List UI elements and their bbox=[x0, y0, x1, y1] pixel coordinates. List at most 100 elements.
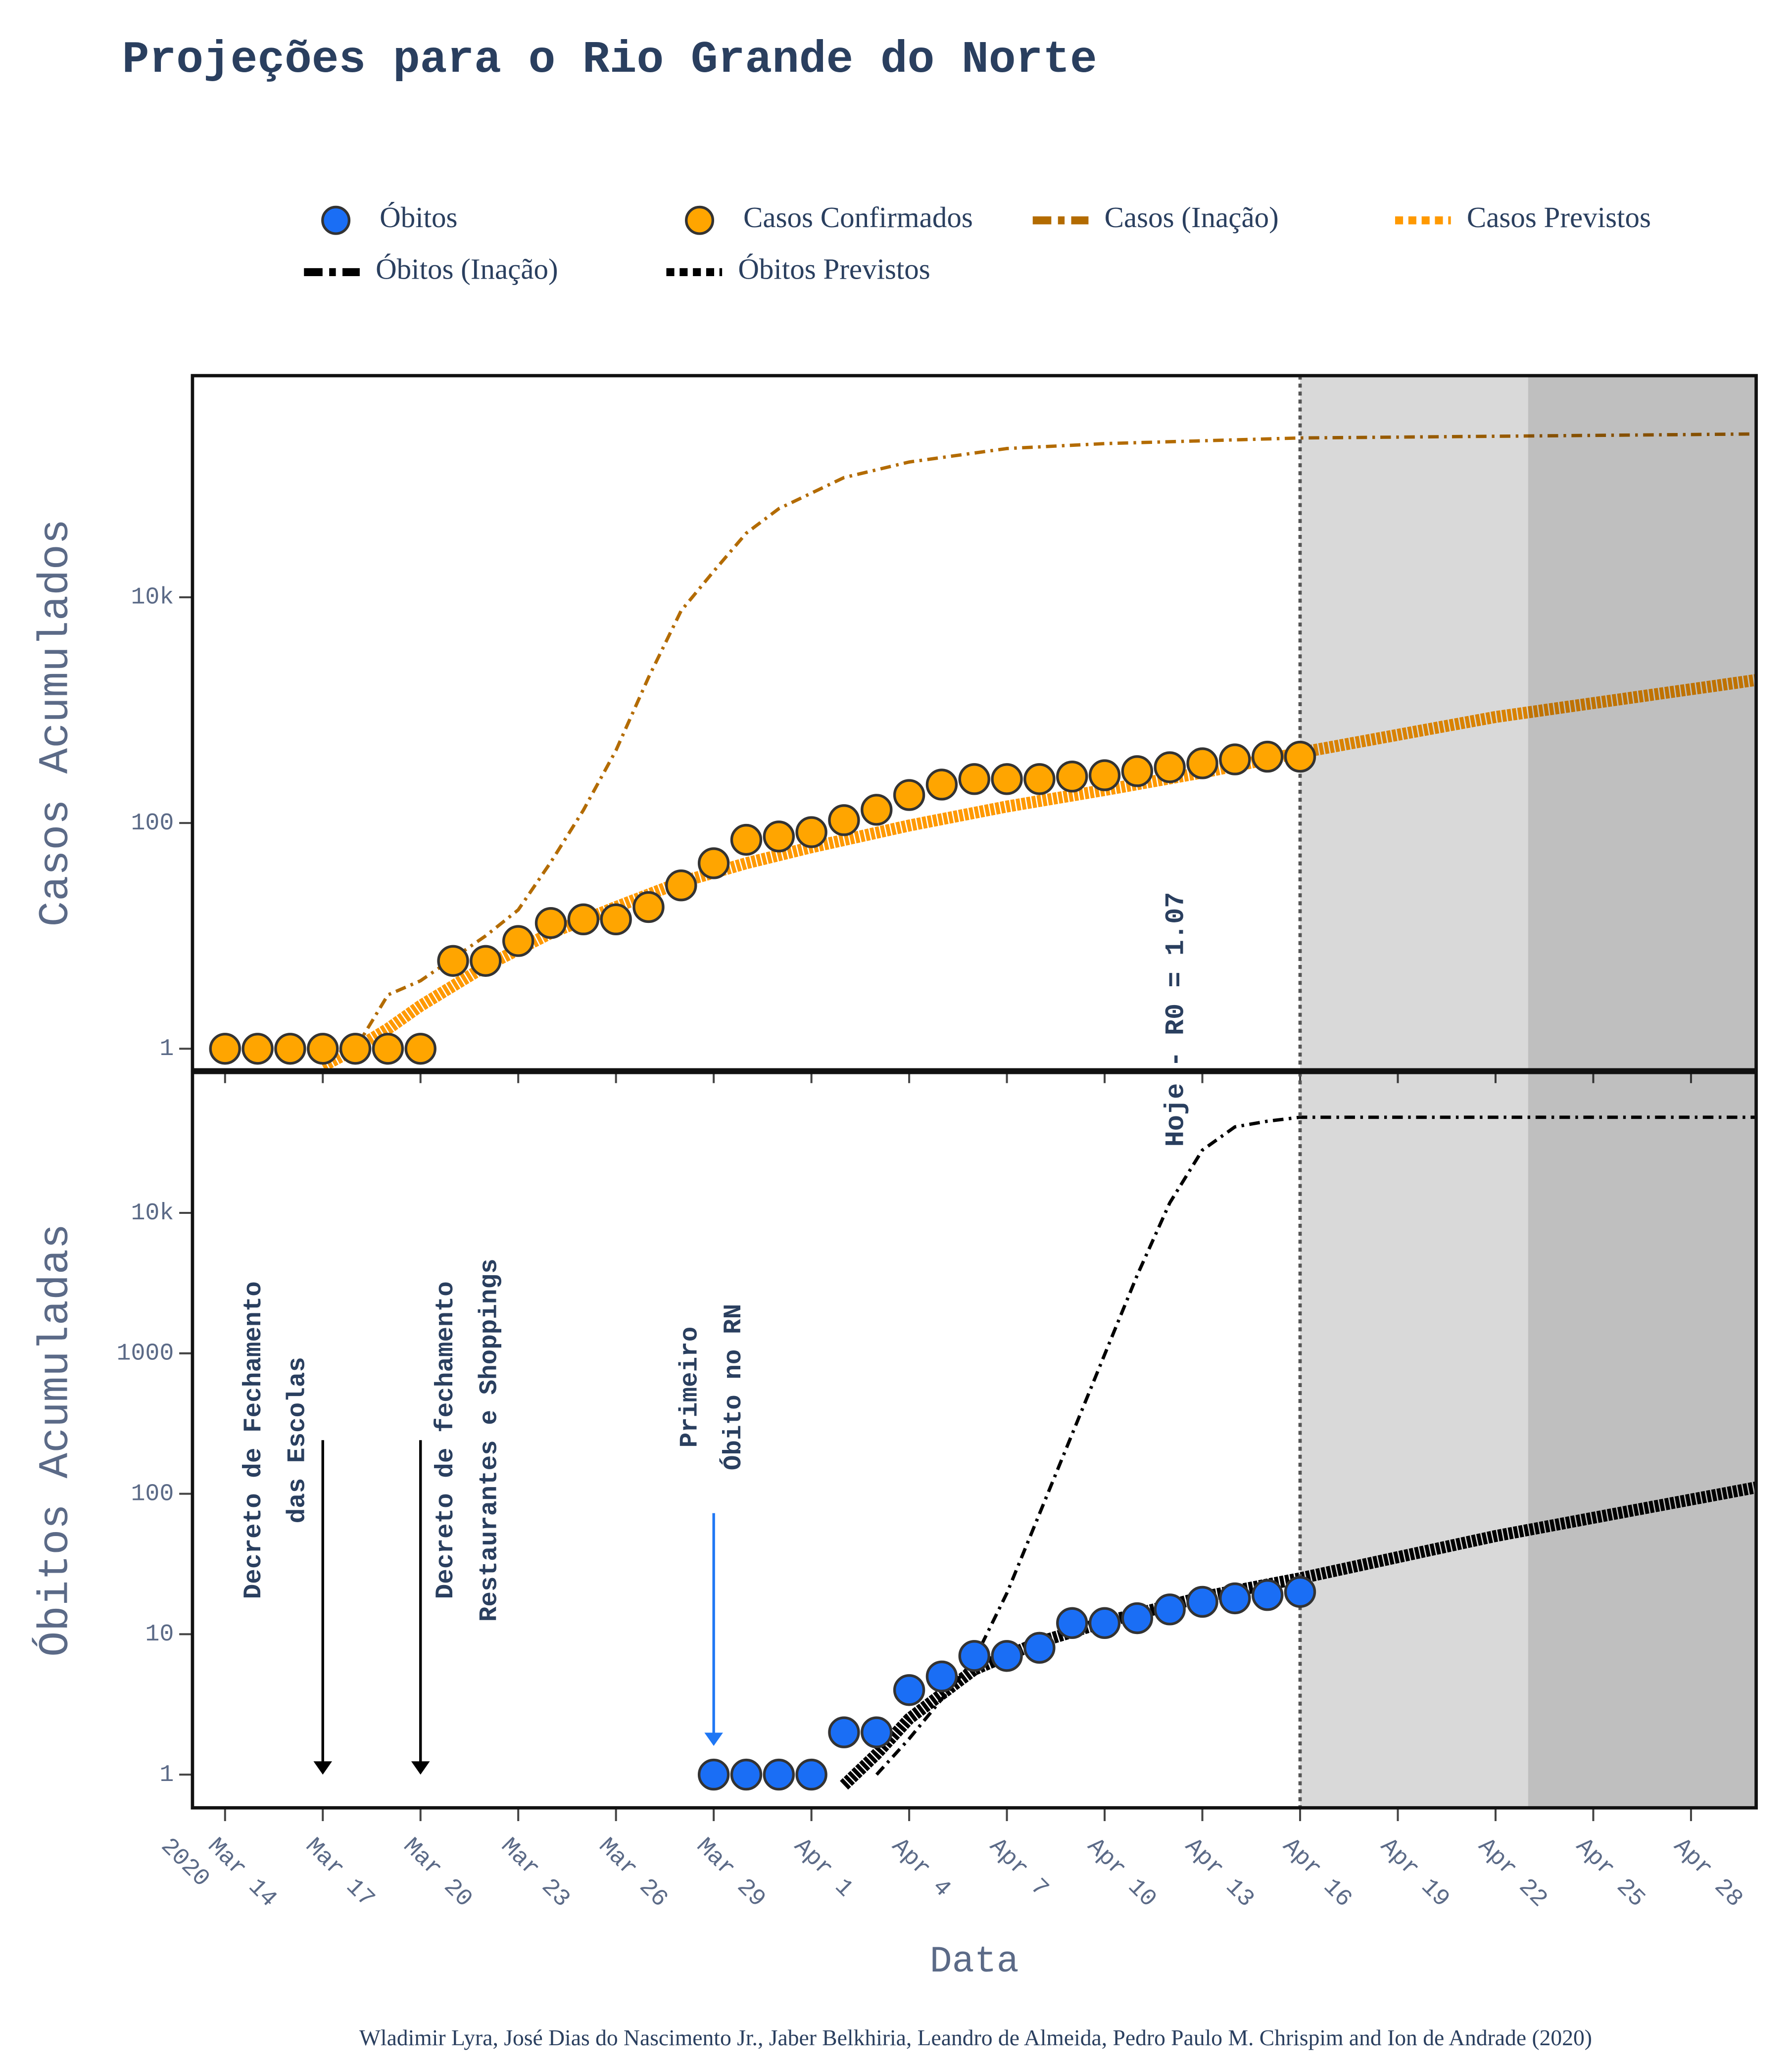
x-tick-label-group: Mar 23 bbox=[495, 1833, 575, 1913]
series-line bbox=[354, 432, 1756, 1050]
marker bbox=[1023, 1632, 1056, 1664]
marker bbox=[567, 903, 600, 936]
x-tick-label-group: Apr 10 bbox=[1082, 1833, 1162, 1913]
x-tick-label: Apr 28 bbox=[1668, 1833, 1747, 1913]
shaded-region bbox=[1300, 1072, 1528, 1808]
marker bbox=[1219, 743, 1251, 775]
y-tick-label: 1000 bbox=[117, 1341, 174, 1367]
y-tick-label: 10k bbox=[131, 584, 174, 611]
today-label: Hoje - R0 = 1.07 bbox=[1162, 892, 1192, 1147]
marker bbox=[1088, 759, 1121, 791]
shaded-region bbox=[1300, 376, 1528, 1070]
marker bbox=[1252, 1579, 1284, 1611]
x-tick-label: Apr 13 bbox=[1179, 1833, 1259, 1913]
shaded-region bbox=[1528, 376, 1756, 1070]
annotation-text: Decreto de Fechamento bbox=[240, 1281, 268, 1599]
x-tick-label-group: Apr 13 bbox=[1179, 1833, 1259, 1913]
shaded-region bbox=[1528, 1072, 1756, 1808]
series-line bbox=[320, 674, 1756, 1070]
annotation-text: Decreto de fechamento bbox=[432, 1281, 460, 1599]
marker bbox=[274, 1033, 306, 1065]
y-tick-label: 1 bbox=[159, 1036, 174, 1062]
marker bbox=[1219, 1582, 1251, 1615]
x-tick-label: Apr 25 bbox=[1570, 1833, 1650, 1913]
legend-label: Óbitos Previstos bbox=[738, 252, 930, 285]
marker bbox=[404, 1033, 436, 1065]
x-tick-label-group: Mar 17 bbox=[300, 1833, 380, 1913]
marker bbox=[1056, 761, 1088, 793]
marker bbox=[893, 779, 925, 811]
marker bbox=[632, 891, 665, 923]
y-axis-title: Casos Acumulados bbox=[32, 519, 80, 926]
marker bbox=[1056, 1607, 1088, 1639]
marker bbox=[730, 1758, 763, 1791]
chart-title: Projeções para o Rio Grande do Norte bbox=[122, 35, 1097, 86]
x-tick-label: Apr 10 bbox=[1082, 1833, 1162, 1913]
x-tick-label-group: Apr 16 bbox=[1277, 1833, 1357, 1913]
marker bbox=[534, 907, 567, 939]
marker bbox=[307, 1033, 339, 1065]
plot-frame bbox=[191, 1070, 1758, 1810]
marker bbox=[893, 1674, 925, 1706]
series-line bbox=[875, 1115, 1756, 1776]
marker bbox=[991, 1640, 1023, 1672]
y-tick-label: 10 bbox=[145, 1621, 174, 1648]
marker bbox=[209, 1033, 241, 1065]
credit: Wladimir Lyra, José Dias do Nascimento J… bbox=[359, 2025, 1592, 2050]
x-tick-label-group: Apr 4 bbox=[886, 1833, 956, 1903]
legend-label: Óbitos bbox=[380, 201, 457, 234]
x-tick-label-group: Apr 7 bbox=[984, 1833, 1054, 1903]
y-tick-label: 100 bbox=[131, 810, 174, 837]
legend-label: Casos Confirmados bbox=[743, 201, 973, 234]
plot bbox=[209, 376, 1756, 1070]
annotation-text: das Escolas bbox=[284, 1357, 312, 1523]
x-tick-label: Apr 22 bbox=[1473, 1833, 1552, 1913]
x-tick-label: Mar 20 bbox=[397, 1833, 477, 1913]
arrow-head bbox=[411, 1761, 430, 1775]
legend-label: Casos (Inação) bbox=[1105, 201, 1279, 234]
marker bbox=[1121, 1602, 1154, 1635]
marker bbox=[1284, 1576, 1316, 1608]
y-tick-label: 10k bbox=[131, 1200, 174, 1227]
x-tick-label-group: Mar 20 bbox=[397, 1833, 477, 1913]
marker bbox=[861, 794, 893, 826]
legend-marker bbox=[685, 205, 715, 235]
legend-marker bbox=[321, 205, 351, 235]
marker bbox=[697, 1758, 730, 1791]
marker bbox=[861, 1716, 893, 1748]
marker bbox=[763, 1758, 795, 1791]
marker bbox=[730, 823, 763, 856]
x-tick-label-group: Apr 25 bbox=[1570, 1833, 1650, 1913]
annotation-text: Restaurantes e Shoppings bbox=[476, 1258, 504, 1622]
marker bbox=[502, 925, 534, 957]
marker bbox=[828, 1716, 860, 1748]
x-tick-label: Mar 29 bbox=[691, 1833, 771, 1913]
x-tick-label-group: Mar 29 bbox=[691, 1833, 771, 1913]
marker bbox=[600, 903, 632, 936]
y-tick-label: 100 bbox=[131, 1481, 174, 1507]
x-tick-label: Apr 7 bbox=[984, 1833, 1054, 1903]
marker bbox=[437, 945, 469, 977]
arrow-head bbox=[704, 1732, 723, 1746]
marker bbox=[1154, 751, 1186, 783]
x-tick-label-group: Apr 19 bbox=[1375, 1833, 1454, 1913]
marker bbox=[1186, 747, 1218, 779]
x-tick-label: 2020 bbox=[155, 1833, 214, 1892]
marker bbox=[1088, 1607, 1121, 1639]
plot-frame bbox=[191, 374, 1758, 1072]
x-tick-label: Apr 19 bbox=[1375, 1833, 1454, 1913]
marker bbox=[242, 1033, 274, 1065]
x-tick-label-group: Mar 26 bbox=[593, 1833, 673, 1913]
plot bbox=[697, 1072, 1756, 1808]
x-tick-label: Mar 17 bbox=[300, 1833, 380, 1913]
marker bbox=[958, 1640, 990, 1672]
x-tick-label: Mar 23 bbox=[495, 1833, 575, 1913]
marker bbox=[1252, 740, 1284, 773]
x-tick-label: Apr 16 bbox=[1277, 1833, 1357, 1913]
marker bbox=[795, 1758, 827, 1791]
y-tick-label: 1 bbox=[159, 1762, 174, 1788]
marker bbox=[763, 820, 795, 853]
x-tick-label: Apr 4 bbox=[886, 1833, 956, 1903]
